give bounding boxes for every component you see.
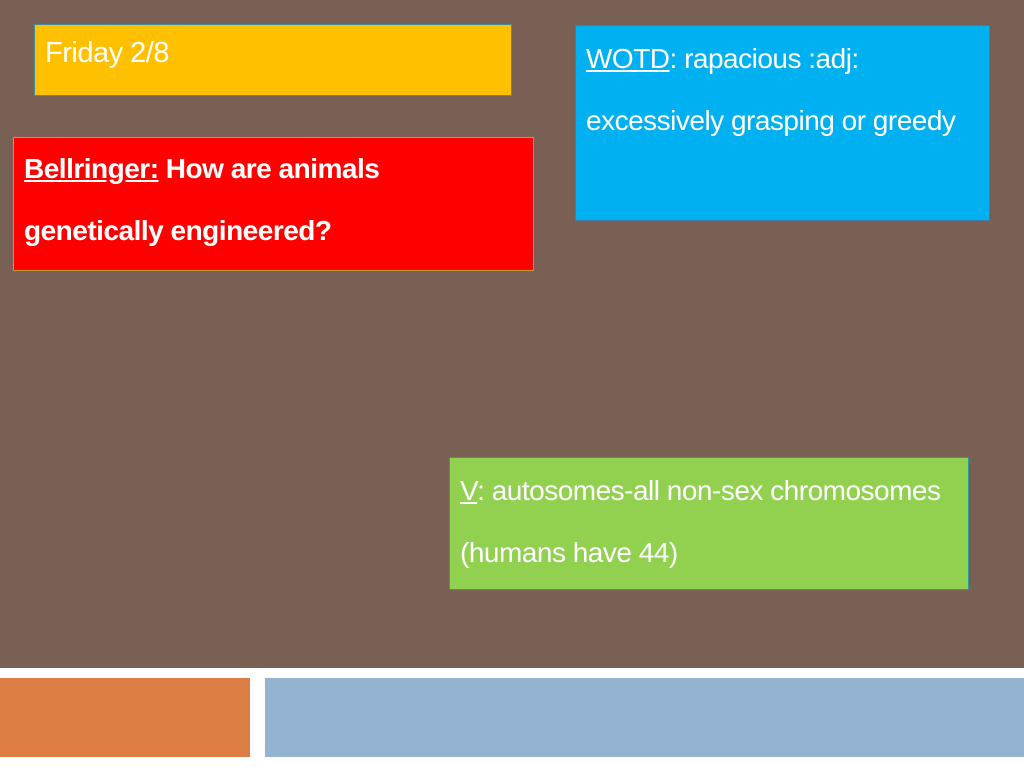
date-box: Friday 2/8 — [34, 24, 512, 96]
vocab-box: V: autosomes-all non-sex chromosomes (hu… — [449, 457, 969, 590]
orange-strip — [0, 678, 250, 757]
bellringer-text: How are animals genetically engineered? — [24, 153, 380, 246]
wotd-box: WOTD: rapacious :adj: excessively graspi… — [575, 25, 990, 221]
wotd-label: WOTD — [586, 43, 670, 74]
bellringer-label: Bellringer: — [24, 153, 159, 184]
vocab-label: V — [460, 475, 478, 506]
bellringer-box: Bellringer: How are animals genetically … — [13, 137, 534, 271]
blue-strip — [265, 678, 1024, 757]
date-text: Friday 2/8 — [45, 37, 169, 69]
vocab-text: : autosomes-all non-sex chromosomes (hum… — [460, 475, 941, 568]
wotd-text: : rapacious :adj: excessively grasping o… — [586, 43, 956, 136]
